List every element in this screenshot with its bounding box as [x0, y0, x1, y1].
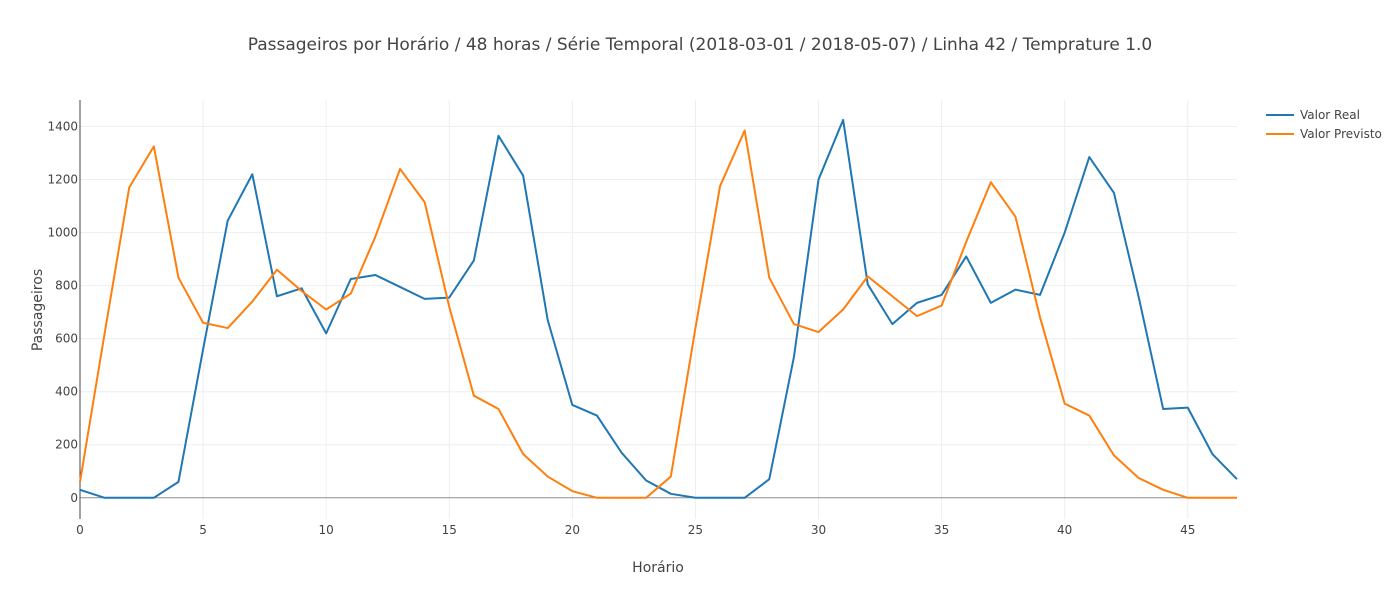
x-axis-title: Horário	[632, 560, 684, 576]
chart-title: Passageiros por Horário / 48 horas / Sér…	[248, 35, 1153, 55]
x-tick-label: 15	[442, 523, 457, 537]
legend-item-valor-real[interactable]: Valor Real	[1266, 108, 1360, 122]
x-tick-label: 35	[934, 523, 949, 537]
y-tick-label: 1000	[47, 226, 78, 240]
x-tick-label: 30	[811, 523, 826, 537]
legend-label: Valor Real	[1300, 108, 1360, 122]
x-tick-label: 45	[1180, 523, 1195, 537]
y-axis-title: Passageiros	[30, 269, 46, 351]
x-tick-label: 5	[199, 523, 207, 537]
series-lines	[79, 118, 1238, 499]
x-tick-label: 25	[688, 523, 703, 537]
y-tick-label: 600	[55, 332, 78, 346]
y-tick-label: 1200	[47, 173, 78, 187]
y-tick-label: 800	[55, 279, 78, 293]
x-tick-label: 20	[565, 523, 580, 537]
y-tick-label: 1400	[47, 120, 78, 134]
legend-item-valor-previsto[interactable]: Valor Previsto	[1266, 127, 1382, 141]
x-tick-label: 10	[319, 523, 334, 537]
series-line-valor-previsto	[79, 129, 1237, 499]
legend-label: Valor Previsto	[1300, 127, 1382, 141]
y-tick-label: 400	[55, 385, 78, 399]
legend[interactable]: Valor Real Valor Previsto	[1266, 108, 1382, 141]
grid	[80, 100, 1237, 519]
series-line-valor-real	[79, 118, 1238, 499]
y-tick-label: 200	[55, 438, 78, 452]
y-tick-label: 0	[70, 491, 78, 505]
axes: 0 5 10 15 20 25 30 35 40 45 0 200 400 600 800 1000 1200 1…	[47, 100, 1195, 537]
x-tick-label: 0	[76, 523, 84, 537]
x-tick-label: 40	[1057, 523, 1072, 537]
